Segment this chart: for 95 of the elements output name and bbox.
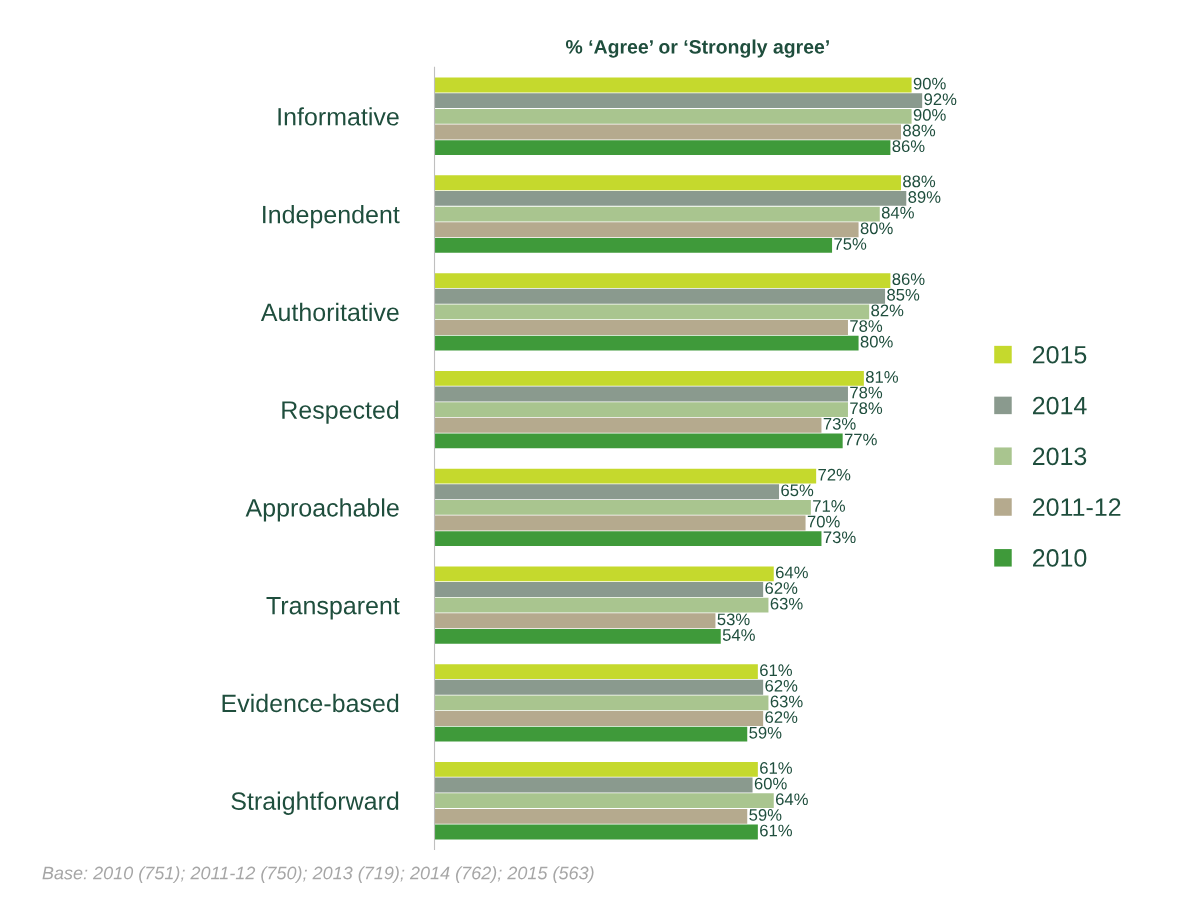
data-label: 61% — [760, 824, 793, 837]
chart-title: % ‘Agree’ or ‘Strongly agree’ — [565, 39, 829, 58]
legend-label: 2014 — [1032, 396, 1087, 415]
y-tick-label: Approachable — [245, 498, 399, 522]
bar — [434, 77, 912, 93]
data-label: 86% — [892, 140, 925, 153]
data-label: 73% — [823, 417, 856, 430]
data-label: 62% — [765, 679, 798, 692]
y-tick-label: Straightforward — [231, 791, 399, 815]
data-label: 62% — [765, 582, 798, 594]
bar — [434, 613, 716, 629]
bar — [434, 793, 774, 809]
y-tick-label: Respected — [282, 400, 399, 424]
data-label: 84% — [881, 206, 914, 219]
data-label: 64% — [775, 566, 808, 579]
data-label: 60% — [754, 777, 787, 790]
legend-label: 2013 — [1032, 447, 1087, 466]
bar — [434, 484, 780, 500]
bar — [434, 191, 907, 206]
data-label: 53% — [717, 613, 750, 626]
bar — [434, 468, 817, 484]
legend-label: 2015 — [1032, 345, 1087, 364]
bar — [434, 93, 923, 109]
data-label: 82% — [871, 304, 904, 317]
data-label: 54% — [722, 629, 755, 641]
bar — [434, 531, 822, 547]
bar — [434, 386, 848, 402]
bar — [434, 597, 769, 613]
data-label: 64% — [775, 793, 808, 806]
data-label: 85% — [887, 288, 920, 301]
data-label: 63% — [770, 597, 803, 610]
data-label: 78% — [850, 402, 883, 415]
bar — [434, 777, 753, 793]
data-label: 78% — [850, 320, 883, 332]
bar — [434, 108, 912, 124]
bar — [434, 679, 764, 695]
bar — [434, 824, 758, 840]
data-label: 59% — [749, 808, 782, 821]
y-tick-label: Evidence-based — [222, 693, 399, 713]
data-label: 88% — [903, 175, 936, 188]
bar — [434, 370, 864, 386]
bar — [434, 499, 811, 515]
data-label: 72% — [818, 468, 851, 481]
bar — [434, 566, 774, 582]
legend-label: 2011-12 — [1032, 498, 1121, 517]
data-label: 80% — [860, 335, 893, 348]
data-label: 61% — [760, 664, 793, 677]
bar — [434, 222, 859, 238]
data-label: 90% — [913, 108, 946, 121]
bar — [434, 237, 833, 253]
text: Base: 2010 (751); 2011-12 (750); 2013 (719); 2014 (762); 2015 (563) — [42, 866, 594, 883]
legend-label: 2010 — [1032, 549, 1087, 567]
bar — [434, 288, 886, 304]
bar — [434, 433, 843, 449]
y-tick-label: Authoritative — [260, 302, 399, 322]
bar — [434, 124, 901, 140]
bar — [434, 320, 848, 335]
data-label: 65% — [781, 484, 814, 497]
y-tick-label: Transparent — [266, 597, 400, 620]
bar — [434, 402, 848, 418]
bar — [434, 515, 806, 531]
bar — [434, 335, 859, 351]
data-label: 71% — [813, 500, 846, 512]
bar — [434, 695, 769, 711]
data-label: 88% — [903, 124, 936, 137]
bar — [434, 206, 880, 222]
bar — [434, 273, 891, 288]
bar — [434, 726, 748, 742]
data-label: 81% — [865, 370, 899, 383]
data-label: 61% — [760, 762, 793, 774]
bar — [434, 664, 758, 680]
bar — [434, 175, 901, 191]
bar — [434, 582, 764, 597]
data-label: 59% — [749, 726, 782, 739]
bar — [434, 761, 758, 777]
bar — [434, 304, 870, 320]
data-label: 78% — [850, 386, 883, 399]
bar — [434, 417, 822, 433]
data-label: 63% — [770, 695, 803, 708]
data-label: 86% — [892, 273, 925, 286]
bar — [434, 140, 891, 156]
data-label: 73% — [823, 531, 856, 544]
bar — [434, 628, 721, 644]
data-label: 70% — [807, 515, 840, 528]
data-label: 80% — [860, 222, 893, 235]
y-tick-label: Informative — [278, 107, 399, 126]
y-tick-label: Independent — [263, 205, 400, 229]
bar — [434, 711, 764, 726]
data-label: 75% — [834, 238, 867, 250]
data-label: 77% — [844, 433, 877, 446]
data-label: 89% — [908, 191, 941, 203]
data-label: 92% — [924, 93, 957, 106]
bar — [434, 808, 748, 824]
data-label: 90% — [913, 77, 946, 90]
data-label: 62% — [765, 711, 798, 724]
